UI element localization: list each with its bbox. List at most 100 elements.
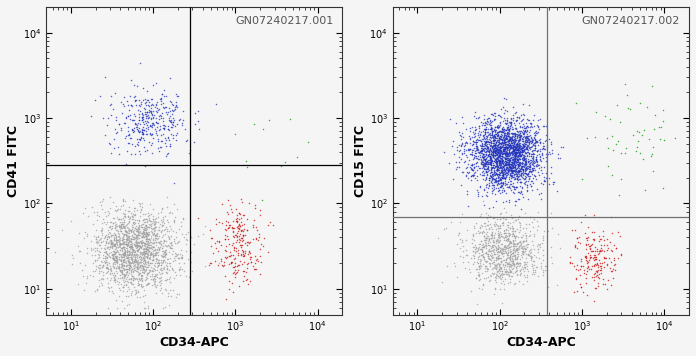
Point bbox=[157, 245, 168, 251]
Point bbox=[517, 154, 528, 160]
Point bbox=[498, 188, 509, 193]
Point bbox=[610, 142, 622, 147]
Point bbox=[524, 232, 535, 238]
Point bbox=[137, 237, 148, 243]
Point bbox=[88, 234, 100, 239]
Point bbox=[489, 285, 500, 290]
Point bbox=[492, 256, 503, 262]
Point bbox=[530, 139, 541, 145]
Point bbox=[494, 164, 505, 170]
Point bbox=[509, 148, 520, 154]
Point bbox=[489, 133, 500, 138]
Point bbox=[142, 238, 153, 244]
Point bbox=[491, 159, 502, 165]
Point bbox=[514, 131, 525, 136]
Point bbox=[123, 256, 134, 262]
Point bbox=[522, 142, 533, 148]
Point bbox=[512, 140, 523, 146]
Point bbox=[510, 152, 521, 157]
Point bbox=[96, 230, 107, 236]
Point bbox=[613, 192, 624, 198]
Point bbox=[519, 176, 530, 181]
Point bbox=[474, 155, 485, 160]
Point bbox=[502, 260, 513, 266]
Point bbox=[490, 263, 501, 269]
Point bbox=[508, 159, 519, 165]
Point bbox=[159, 304, 171, 310]
Point bbox=[517, 170, 528, 176]
Point bbox=[512, 114, 523, 120]
Point bbox=[516, 245, 527, 251]
Point bbox=[594, 257, 605, 262]
Point bbox=[139, 251, 150, 257]
Point bbox=[489, 148, 500, 154]
Point bbox=[162, 233, 173, 239]
Point bbox=[508, 251, 519, 256]
Point bbox=[65, 219, 77, 224]
Point bbox=[136, 131, 148, 137]
Point bbox=[503, 166, 514, 172]
Point bbox=[493, 149, 504, 155]
Point bbox=[145, 225, 157, 231]
Point bbox=[517, 172, 528, 177]
Point bbox=[507, 273, 518, 278]
Point bbox=[505, 135, 516, 141]
Point bbox=[498, 158, 509, 164]
Point bbox=[495, 159, 506, 165]
Point bbox=[116, 247, 127, 252]
Point bbox=[152, 145, 164, 151]
Point bbox=[489, 232, 500, 238]
Point bbox=[513, 240, 524, 246]
Point bbox=[150, 128, 161, 134]
Point bbox=[511, 247, 522, 253]
Point bbox=[514, 114, 525, 120]
Point bbox=[472, 156, 483, 162]
X-axis label: CD34-APC: CD34-APC bbox=[506, 336, 576, 349]
Point bbox=[223, 261, 235, 267]
Point bbox=[167, 242, 178, 247]
Point bbox=[171, 130, 182, 136]
Point bbox=[531, 264, 542, 270]
Point bbox=[490, 153, 501, 158]
Point bbox=[173, 260, 184, 266]
Point bbox=[637, 156, 648, 162]
Point bbox=[130, 264, 141, 270]
Point bbox=[250, 266, 261, 272]
Point bbox=[515, 172, 526, 178]
Point bbox=[491, 272, 502, 278]
Point bbox=[126, 266, 137, 272]
Point bbox=[136, 277, 147, 282]
Point bbox=[530, 156, 541, 162]
Point bbox=[228, 245, 239, 251]
Point bbox=[485, 235, 496, 241]
Point bbox=[522, 135, 533, 141]
Point bbox=[489, 136, 500, 141]
Point bbox=[243, 248, 254, 254]
Point bbox=[487, 188, 498, 194]
Point bbox=[176, 122, 187, 128]
Point bbox=[141, 227, 152, 233]
Point bbox=[509, 132, 521, 138]
Point bbox=[481, 139, 492, 145]
Point bbox=[136, 240, 147, 246]
Point bbox=[453, 231, 464, 236]
Point bbox=[155, 287, 166, 292]
Point bbox=[220, 247, 231, 253]
Point bbox=[475, 138, 487, 144]
Point bbox=[107, 254, 118, 260]
Point bbox=[487, 157, 498, 163]
Point bbox=[484, 155, 496, 161]
Point bbox=[170, 250, 181, 256]
Point bbox=[221, 222, 232, 228]
Point bbox=[509, 148, 520, 154]
Point bbox=[116, 267, 127, 273]
Point bbox=[506, 172, 517, 178]
Point bbox=[221, 297, 232, 302]
Point bbox=[502, 147, 513, 153]
Point bbox=[124, 239, 135, 245]
Point bbox=[151, 255, 162, 261]
Point bbox=[467, 138, 478, 143]
Point bbox=[132, 267, 143, 272]
Point bbox=[177, 117, 189, 123]
Point bbox=[124, 227, 135, 233]
